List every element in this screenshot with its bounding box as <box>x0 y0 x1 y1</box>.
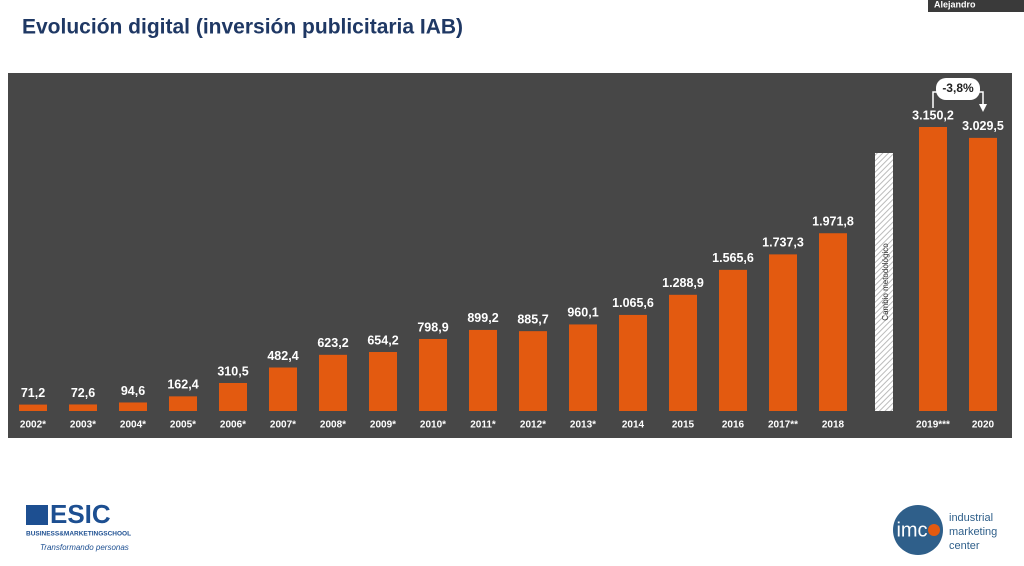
bar <box>119 402 147 411</box>
bar <box>919 127 947 411</box>
x-tick-label: 2012* <box>520 420 546 431</box>
imc-text: imc <box>896 519 927 541</box>
bar <box>569 324 597 411</box>
value-label: 654,2 <box>367 333 398 347</box>
x-tick-label: 2002* <box>20 420 46 431</box>
value-label: 3.029,5 <box>962 119 1004 133</box>
value-label: 162,4 <box>167 378 198 392</box>
imc-logo: imc industrial marketing center <box>893 505 997 555</box>
value-label: 798,9 <box>417 320 448 334</box>
value-label: 482,4 <box>267 349 298 363</box>
x-tick-label: 2009* <box>370 420 396 431</box>
bar <box>369 352 397 411</box>
chart-title: Evolución digital (inversión publicitari… <box>22 16 463 39</box>
bar <box>69 404 97 411</box>
method-change-divider <box>875 153 893 411</box>
value-label: 1.971,8 <box>812 215 854 229</box>
x-tick-label: 2015 <box>672 420 695 431</box>
value-label: 899,2 <box>467 311 498 325</box>
value-label: 71,2 <box>21 386 45 400</box>
value-label: 1.065,6 <box>612 296 654 310</box>
x-tick-label: 2013* <box>570 420 596 431</box>
x-tick-label: 2011* <box>470 420 496 431</box>
x-tick-label: 2020 <box>972 420 995 431</box>
change-badge <box>936 78 980 100</box>
bar <box>969 137 997 411</box>
value-label: 1.565,6 <box>712 251 754 265</box>
bar <box>769 254 797 411</box>
value-label: 94,6 <box>121 384 145 398</box>
imc-line: center <box>949 540 980 552</box>
x-tick-label: 2010* <box>420 420 446 431</box>
bar <box>269 367 297 411</box>
value-label: 1.288,9 <box>662 276 704 290</box>
value-label: 960,1 <box>567 306 598 320</box>
x-tick-label: 2003* <box>70 420 96 431</box>
imc-dot <box>928 524 940 536</box>
value-label: 72,6 <box>71 386 95 400</box>
esic-mark <box>26 505 48 525</box>
esic-logo: ESIC BUSINESS&MARKETINGSCHOOL Transforma… <box>26 499 131 552</box>
value-label: 623,2 <box>317 336 348 350</box>
imc-line: industrial <box>949 512 993 524</box>
chart-area <box>8 73 1012 438</box>
x-tick-label: 2004* <box>120 420 146 431</box>
esic-subtitle: BUSINESS&MARKETINGSCHOOL <box>26 531 131 538</box>
change-arrow <box>979 104 987 112</box>
x-tick-label: 2018 <box>822 420 845 431</box>
value-label: 3.150,2 <box>912 108 954 122</box>
x-tick-label: 2007* <box>270 420 296 431</box>
x-tick-label: 2006* <box>220 420 246 431</box>
bar <box>819 233 847 411</box>
bar <box>219 383 247 411</box>
x-tick-label: 2005* <box>170 420 196 431</box>
x-tick-label: 2019*** <box>916 420 950 431</box>
esic-text: ESIC <box>50 499 111 529</box>
method-change-label: Cambio metodológico <box>881 243 890 321</box>
bar <box>719 269 747 411</box>
x-tick-label: 2014 <box>622 420 645 431</box>
bar <box>19 404 47 411</box>
bar <box>519 331 547 411</box>
bar <box>419 338 447 411</box>
value-label: 1.737,3 <box>762 236 804 250</box>
esic-slogan: Transformando personas <box>40 543 129 552</box>
bar <box>619 314 647 411</box>
bar <box>169 396 197 411</box>
x-tick-label: 2017** <box>768 420 798 431</box>
bar <box>669 294 697 411</box>
imc-line: marketing <box>949 526 997 538</box>
bar <box>319 354 347 411</box>
value-label: 310,5 <box>217 364 248 378</box>
bar <box>469 329 497 411</box>
value-label: 885,7 <box>517 312 548 326</box>
imc-circle <box>893 505 943 555</box>
participant-name: Alejandro <box>934 0 976 9</box>
x-tick-label: 2016 <box>722 420 745 431</box>
x-tick-label: 2008* <box>320 420 346 431</box>
change-label: -3,8% <box>942 81 974 95</box>
video-thumbnail <box>928 0 1024 12</box>
